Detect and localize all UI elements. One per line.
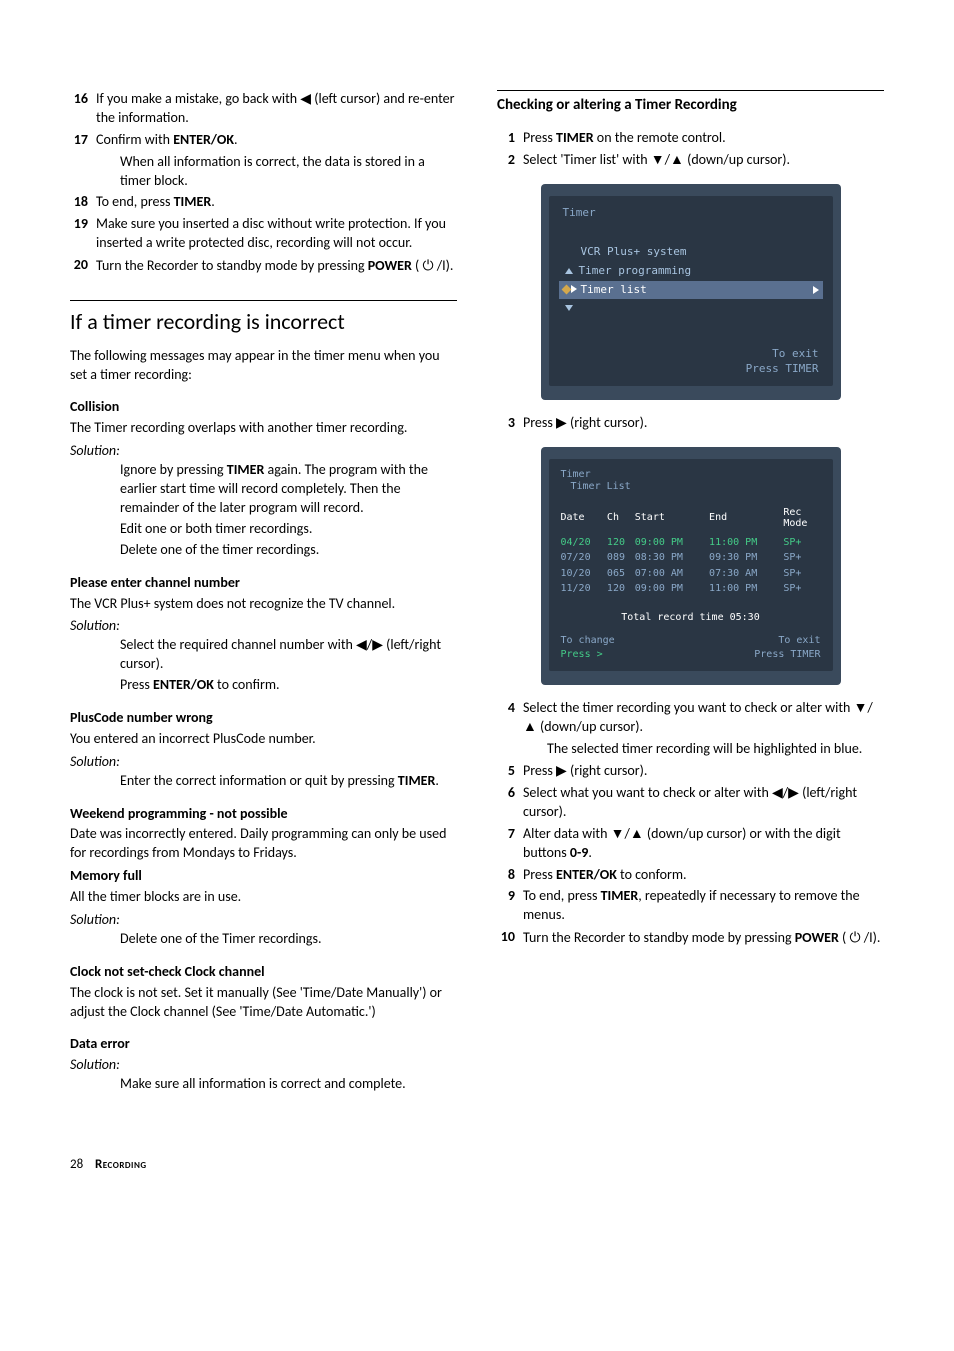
ui2-th: Ch [607,507,635,535]
step-num: 17 [70,131,96,150]
ui1-exit-1: To exit [746,347,819,361]
step-txt: Press ENTER/OK to conform. [523,866,884,885]
step-txt: Turn the Recorder to standby mode by pre… [96,256,457,276]
ui2-th: Start [635,507,709,535]
ui2-th: End [709,507,783,535]
collision-sol: Solution: [70,442,457,461]
step-4-sub: The selected timer recording will be hig… [497,740,884,759]
bullet-item: Delete one of the Timer recordings. [70,930,457,949]
collision-head: Collision [70,398,457,417]
dataerr-sol: Solution: [70,1056,457,1075]
step-num: 8 [497,866,523,885]
bullet-item: Press ENTER/OK to confirm. [70,676,457,695]
ui1-item-2-selected: Timer list [559,281,823,300]
memory-head: Memory full [70,867,457,886]
ui2-title: Timer [561,469,821,481]
step-txt: To end, press TIMER. [96,193,457,212]
step-num: 6 [497,784,523,822]
ui2-change-2: Press > [561,648,615,662]
ui1-item-1: Timer programming [581,262,819,281]
ui2-row: 07/2008908:30 PM09:30 PMSP+ [561,550,821,566]
heading-incorrect-timer: If a timer recording is incorrect [70,307,457,337]
step-txt: If you make a mistake, go back with ◀ (l… [96,90,457,128]
ui1-title: Timer [563,206,819,221]
page-section: Recording [95,1157,147,1172]
step-num: 2 [497,151,523,170]
ui2-row: 10/2006507:00 AM07:30 AMSP+ [561,566,821,582]
ui2-total: Total record time 05:30 [561,611,821,625]
channel-sol: Solution: [70,617,457,636]
step-17-sub: When all information is correct, the dat… [70,153,457,191]
pluscode-head: PlusCode number wrong [70,709,457,728]
step-txt: Press ▶ (right cursor). [523,762,884,781]
timer-menu-screenshot: Timer VCR Plus+ system Timer programming… [541,184,841,400]
step-num-3: 3 [497,414,523,433]
step-num: 5 [497,762,523,781]
bullet-item: Enter the correct information or quit by… [70,772,457,791]
step-txt: Confirm with ENTER/OK. [96,131,457,150]
ui2-th: RecMode [783,507,820,535]
clock-desc: The clock is not set. Set it manually (S… [70,984,457,1022]
ui2-row: 11/2012009:00 PM11:00 PMSP+ [561,581,821,597]
step-num: 4 [497,699,523,737]
step-num: 16 [70,90,96,128]
ui2-th: Date [561,507,607,535]
ui2-table: DateChStartEndRecMode 04/2012009:00 PM11… [561,507,821,597]
step-txt-3: Press ▶ (right cursor). [523,414,884,433]
ui2-change-1: To change [561,634,615,648]
ui1-exit-2: Press TIMER [746,362,819,376]
bullet-item: Ignore by pressing TIMER again. The prog… [70,461,457,518]
step-txt: Turn the Recorder to standby mode by pre… [523,928,884,948]
weekend-desc: Date was incorrectly entered. Daily prog… [70,825,457,863]
dataerr-head: Data error [70,1035,457,1054]
ui2-exit-2: Press TIMER [754,648,820,662]
step-num: 19 [70,215,96,253]
ui2-exit-1: To exit [754,634,820,648]
step-num: 7 [497,825,523,863]
step-txt: To end, press TIMER, repeatedly if neces… [523,887,884,925]
heading-checking-timer: Checking or altering a Timer Recording [497,95,884,115]
bullet-item: Make sure all information is correct and… [70,1075,457,1094]
memory-desc: All the timer blocks are in use. [70,888,457,907]
bullet-item: Delete one of the timer recordings. [70,541,457,560]
weekend-head: Weekend programming - not possible [70,805,457,824]
step-num: 9 [497,887,523,925]
step-txt: Make sure you inserted a disc without wr… [96,215,457,253]
step-txt: Press TIMER on the remote control. [523,129,884,148]
step-num: 10 [497,928,523,948]
pluscode-desc: You entered an incorrect PlusCode number… [70,730,457,749]
collision-desc: The Timer recording overlaps with anothe… [70,419,457,438]
ui1-item-0: VCR Plus+ system [581,243,819,262]
ui2-subtitle: Timer List [561,481,821,493]
memory-sol: Solution: [70,911,457,930]
step-txt: Select what you want to check or alter w… [523,784,884,822]
pluscode-sol: Solution: [70,753,457,772]
clock-head: Clock not set-check Clock channel [70,963,457,982]
step-num: 18 [70,193,96,212]
step-num: 20 [70,256,96,276]
bullet-item: Select the required channel number with … [70,636,457,674]
bullet-item: Edit one or both timer recordings. [70,520,457,539]
step-txt: Select 'Timer list' with ▼/▲ (down/up cu… [523,151,884,170]
intro-text: The following messages may appear in the… [70,347,457,385]
channel-desc: The VCR Plus+ system does not recognize … [70,595,457,614]
step-txt: Alter data with ▼/▲ (down/up cursor) or … [523,825,884,863]
step-txt: Select the timer recording you want to c… [523,699,884,737]
ui2-row: 04/2012009:00 PM11:00 PMSP+ [561,535,821,551]
page-number: 28 [70,1157,83,1172]
timer-list-screenshot: Timer Timer List DateChStartEndRecMode 0… [541,447,841,686]
channel-head: Please enter channel number [70,574,457,593]
step-num: 1 [497,129,523,148]
